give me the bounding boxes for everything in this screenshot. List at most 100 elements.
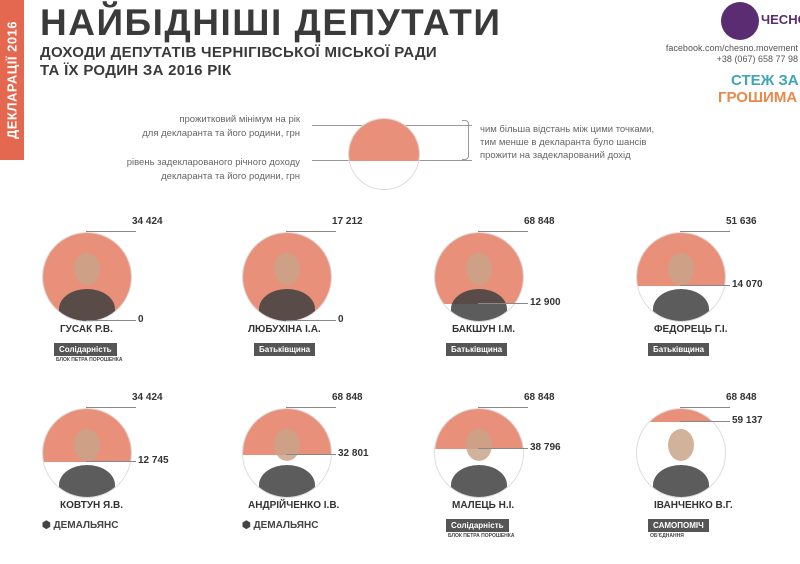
minimum-line: [286, 407, 336, 408]
deputy-card: 68 848 59 137 ІВАНЧЕНКО В.Г. САМОПОМІЧ ОБ'ЄД…: [634, 392, 800, 564]
minimum-line: [478, 231, 528, 232]
portrait-head: [74, 253, 100, 285]
side-label: ДЕКЛАРАЦІЇ 2016: [4, 20, 20, 140]
deputy-card: 68 848 12 900 БАКШУН І.М. Батьківщина: [432, 216, 632, 388]
deputy-name: КОВТУН Я.В.: [60, 500, 124, 511]
income-value: 59 137: [732, 415, 763, 427]
minimum-line: [680, 407, 730, 408]
minimum-value: 34 424: [132, 392, 163, 403]
income-line: [680, 284, 730, 286]
portrait-body: [59, 289, 115, 321]
legend-bracket: [462, 120, 469, 160]
deputy-photo: [434, 232, 524, 322]
subtitle-line2: ТА ЇХ РОДИН ЗА 2016 РІК: [40, 62, 232, 79]
legend-circle: [348, 118, 420, 190]
portrait-head: [74, 429, 100, 461]
deputy-name: БАКШУН І.М.: [452, 324, 516, 335]
minimum-line: [680, 231, 730, 232]
income-line: [86, 460, 136, 462]
portrait-body: [259, 289, 315, 321]
party-subtitle: ОБ'ЄДНАННЯ: [650, 533, 684, 539]
deputy-name: ЛЮБУХІНА І.А.: [248, 324, 321, 335]
logo-name: ЧЕСНО: [761, 12, 800, 27]
income-line: [286, 320, 336, 321]
minimum-value: 51 636: [726, 216, 757, 227]
deputy-name: ІВАНЧЕНКО В.Г.: [654, 500, 733, 511]
deputy-name: ГУСАК Р.В.: [60, 324, 113, 335]
portrait-body: [451, 465, 507, 497]
legend-income-line1: рівень задекларованого річного доходу: [126, 157, 300, 168]
income-line: [680, 421, 730, 423]
minimum-value: 68 848: [524, 392, 555, 403]
portrait-body: [59, 465, 115, 497]
deputy-card: 51 636 14 070 ФЕДОРЕЦЬ Г.І. Батьківщина: [634, 216, 800, 388]
legend-note-line2: тим менше в декларанта було шансів: [480, 137, 647, 148]
project-line2: ГРОШИМА: [718, 89, 798, 106]
party-logo: ⬢ ДЕМАЛЬЯНС: [42, 520, 119, 531]
chesno-logo-icon: [721, 2, 759, 40]
minimum-line: [478, 407, 528, 408]
minimum-fill: [637, 409, 725, 423]
portrait-head: [466, 253, 492, 285]
deputy-photo: [242, 232, 332, 322]
subtitle-line1: ДОХОДИ ДЕПУТАТІВ ЧЕРНІГІВСЬКОЇ МІСЬКОЇ Р…: [40, 44, 438, 61]
income-line: [86, 320, 136, 321]
deputy-card: 68 848 38 796 МАЛЕЦЬ Н.І. Солідарність БЛОК …: [432, 392, 632, 564]
minimum-value: 68 848: [726, 392, 757, 403]
deputy-name: АНДРІЙЧЕНКО І.В.: [248, 500, 340, 511]
income-value: 14 070: [732, 278, 763, 290]
deputy-name: ФЕДОРЕЦЬ Г.І.: [654, 324, 728, 335]
portrait-head: [274, 253, 300, 285]
page-title: НАЙБІДНІШІ ДЕПУТАТИ: [40, 2, 502, 43]
deputy-photo: [242, 408, 332, 498]
income-value: 38 796: [530, 441, 561, 453]
party-subtitle: БЛОК ПЕТРА ПОРОШЕНКА: [56, 357, 123, 363]
party-subtitle: БЛОК ПЕТРА ПОРОШЕНКА: [448, 533, 515, 539]
portrait-body: [653, 289, 709, 321]
legend-note-line3: прожити на задекларований дохід: [480, 150, 631, 161]
deputy-name: МАЛЕЦЬ Н.І.: [452, 500, 515, 511]
portrait-head: [668, 253, 694, 285]
party-badge: Батьківщина: [254, 343, 316, 356]
legend-minimum-line1: прожитковий мінімум на рік: [179, 114, 300, 125]
deputy-card: 34 424 12 745 КОВТУН Я.В. ⬢ ДЕМАЛЬЯНС: [40, 392, 240, 564]
portrait-body: [653, 465, 709, 497]
portrait-head: [668, 429, 694, 461]
minimum-value: 68 848: [524, 216, 555, 227]
party-badge: Солідарність: [54, 343, 117, 356]
deputy-photo: [434, 408, 524, 498]
portrait-body: [451, 289, 507, 321]
legend-minimum-line2: для декларанта та його родини, грн: [142, 128, 300, 139]
party-badge: Солідарність: [446, 519, 509, 532]
minimum-value: 17 212: [332, 216, 363, 227]
minimum-value: 68 848: [332, 392, 363, 403]
income-line: [478, 447, 528, 449]
deputy-photo: [636, 232, 726, 322]
side-banner: ДЕКЛАРАЦІЇ 2016: [0, 0, 24, 160]
phone-number: +38 (067) 658 77 98: [716, 54, 798, 64]
income-line: [478, 303, 528, 305]
portrait-body: [259, 465, 315, 497]
income-value: 0: [338, 314, 344, 325]
deputy-card: 17 212 0 ЛЮБУХІНА І.А. Батьківщина: [240, 216, 440, 388]
minimum-line: [86, 407, 136, 408]
party-badge: Батьківщина: [648, 343, 710, 356]
deputy-card: 68 848 32 801 АНДРІЙЧЕНКО І.В. ⬢ ДЕМАЛЬЯНС: [240, 392, 440, 564]
deputy-card: 34 424 0 ГУСАК Р.В. Солідарність БЛОК ПЕТРА …: [40, 216, 240, 388]
income-line: [286, 453, 336, 455]
facebook-link[interactable]: facebook.com/chesno.movement: [665, 43, 798, 53]
portrait-head: [466, 429, 492, 461]
minimum-line: [286, 231, 336, 232]
legend-note-line1: чим більша відстань між цими точками,: [480, 124, 655, 135]
portrait-head: [274, 429, 300, 461]
party-badge: Батьківщина: [446, 343, 508, 356]
income-value: 12 900: [530, 297, 561, 309]
party-logo: ⬢ ДЕМАЛЬЯНС: [242, 520, 319, 531]
income-value: 32 801: [338, 447, 369, 459]
party-badge: САМОПОМІЧ: [648, 519, 709, 532]
deputy-photo: [42, 232, 132, 322]
minimum-value: 34 424: [132, 216, 163, 227]
deputy-photo: [636, 408, 726, 498]
minimum-line: [86, 231, 136, 232]
income-value: 12 745: [138, 454, 169, 466]
